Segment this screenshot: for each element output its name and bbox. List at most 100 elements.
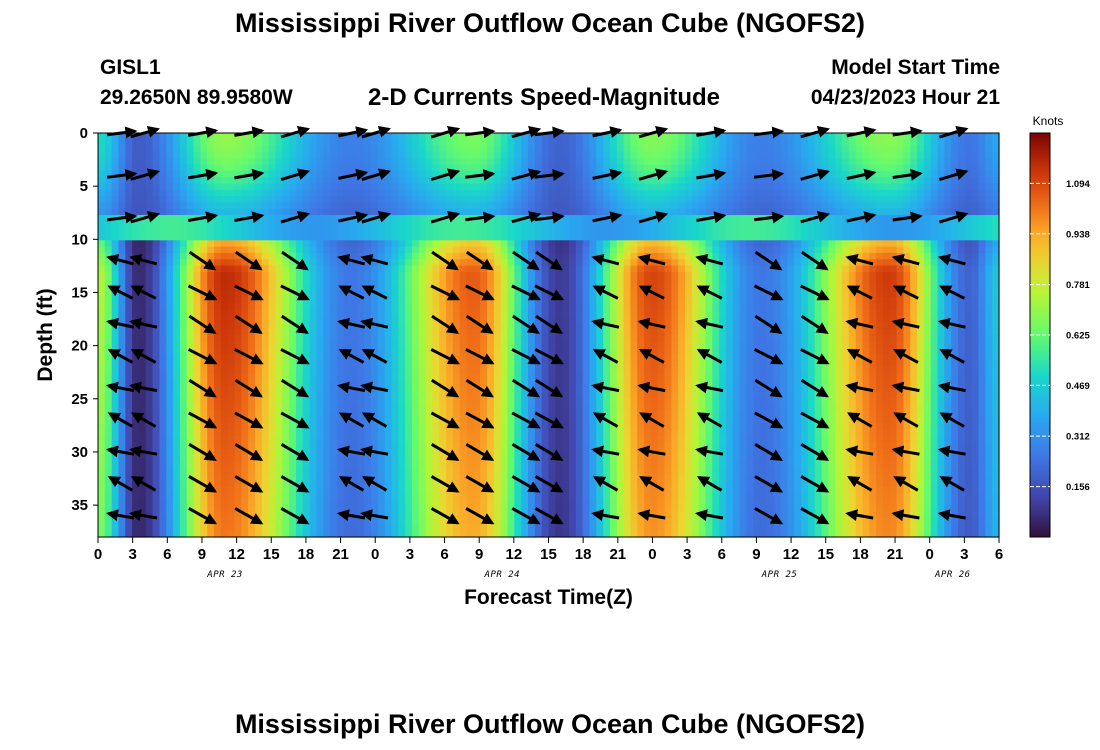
heatmap-cell: [132, 151, 140, 159]
heatmap-cell: [780, 341, 789, 349]
heatmap-cell: [821, 145, 829, 153]
heatmap-cell: [316, 316, 324, 323]
heatmap-cell: [336, 177, 345, 185]
heatmap-cell: [732, 284, 741, 292]
heatmap-cell: [254, 177, 263, 185]
heatmap-cell: [555, 316, 563, 323]
heatmap-cell: [282, 341, 290, 349]
heatmap-cell: [794, 164, 802, 172]
heatmap-cell: [842, 208, 850, 216]
heatmap-cell: [644, 202, 652, 210]
heatmap-cell: [637, 189, 645, 197]
heatmap-cell: [869, 335, 877, 342]
heatmap-cell: [528, 158, 536, 166]
heatmap-cell: [125, 183, 133, 191]
heatmap-cell: [432, 366, 440, 374]
heatmap-cell: [179, 196, 188, 204]
heatmap-cell: [507, 234, 515, 241]
heatmap-cell: [657, 265, 666, 273]
heatmap-cell: [200, 309, 208, 317]
heatmap-cell: [609, 347, 618, 355]
heatmap-cell: [500, 366, 509, 374]
heatmap-cell: [159, 139, 167, 147]
heatmap-cell: [876, 303, 884, 311]
heatmap-cell: [439, 234, 447, 241]
heatmap-cell: [514, 196, 522, 204]
heatmap-cell: [493, 145, 502, 153]
heatmap-cell: [418, 290, 427, 298]
heatmap-cell: [173, 215, 181, 222]
heatmap-cell: [111, 158, 120, 166]
heatmap-cell: [705, 177, 713, 185]
heatmap-cell: [289, 202, 297, 210]
heatmap-cell: [725, 303, 734, 311]
heatmap-cell: [855, 133, 864, 140]
heatmap-cell: [391, 360, 399, 368]
heatmap-cell: [514, 303, 522, 311]
heatmap-cell: [930, 196, 939, 204]
heatmap-cell: [534, 202, 543, 210]
heatmap-cell: [159, 297, 167, 305]
heatmap-cell: [377, 177, 386, 185]
heatmap-cell: [807, 183, 816, 191]
heatmap-cell: [657, 303, 666, 311]
heatmap-cell: [534, 196, 543, 204]
heatmap-cell: [152, 284, 161, 292]
heatmap-cell: [603, 234, 611, 241]
heatmap-cell: [295, 284, 304, 292]
heatmap-cell: [869, 278, 877, 286]
heatmap-cell: [944, 158, 952, 166]
heatmap-cell: [862, 303, 870, 311]
heatmap-cell: [179, 227, 188, 235]
heatmap-cell: [835, 158, 843, 166]
heatmap-cell: [459, 202, 468, 210]
heatmap-cell: [166, 215, 174, 222]
heatmap-cell: [855, 208, 864, 216]
heatmap-cell: [582, 259, 591, 267]
heatmap-cell: [500, 215, 509, 222]
heatmap-cell: [500, 303, 509, 311]
heatmap-cell: [814, 309, 823, 317]
heatmap-cell: [582, 252, 591, 260]
heatmap-cell: [869, 303, 877, 311]
heatmap-cell: [193, 246, 201, 254]
heatmap-cell: [384, 252, 393, 260]
heatmap-cell: [848, 240, 857, 248]
heatmap-cell: [589, 271, 597, 279]
heatmap-cell: [958, 202, 966, 210]
heatmap-cell: [609, 297, 618, 305]
heatmap-cell: [138, 328, 147, 336]
heatmap-cell: [609, 221, 618, 229]
heatmap-cell: [350, 366, 358, 374]
heatmap-cell: [357, 145, 365, 153]
heatmap-cell: [534, 221, 543, 229]
heatmap-cell: [248, 221, 256, 229]
heatmap-cell: [316, 158, 324, 166]
heatmap-cell: [842, 164, 850, 172]
heatmap-cell: [411, 328, 420, 336]
heatmap-cell: [446, 151, 454, 159]
heatmap-cell: [439, 322, 447, 330]
heatmap-cell: [876, 335, 884, 342]
heatmap-cell: [193, 196, 201, 204]
heatmap-cell: [923, 284, 932, 292]
heatmap-cell: [193, 259, 201, 267]
heatmap-cell: [207, 335, 215, 342]
heatmap-cell: [773, 271, 782, 279]
heatmap-cell: [603, 133, 611, 140]
heatmap-cell: [234, 189, 242, 197]
heatmap-cell: [248, 278, 256, 286]
heatmap-cell: [425, 202, 434, 210]
heatmap-cell: [671, 284, 679, 292]
heatmap-cell: [958, 240, 966, 248]
heatmap-cell: [780, 303, 789, 311]
heatmap-cell: [746, 290, 754, 298]
heatmap-cell: [712, 271, 720, 279]
heatmap-cell: [787, 366, 795, 374]
heatmap-cell: [248, 360, 256, 368]
heatmap-cell: [336, 341, 345, 349]
heatmap-cell: [801, 151, 809, 159]
heatmap-cell: [603, 196, 611, 204]
heatmap-cell: [650, 316, 659, 323]
heatmap-cell: [650, 221, 659, 229]
